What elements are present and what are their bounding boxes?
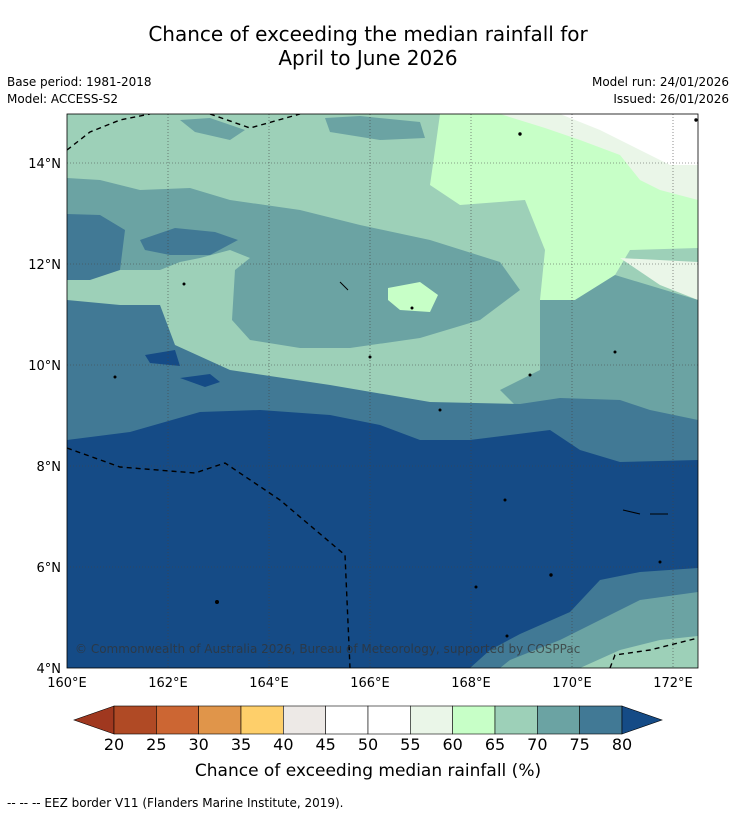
- eez-border: [67, 114, 698, 668]
- lat-label: 4°N: [37, 662, 62, 677]
- eez-legend: -- -- -- EEZ border V11 (Flanders Marine…: [7, 796, 344, 810]
- map-title: Chance of exceeding the median rainfall …: [0, 22, 736, 70]
- colorbar-tick-label: 20: [103, 735, 125, 754]
- lat-label: 12°N: [28, 258, 61, 273]
- lon-label: 164°E: [249, 676, 289, 691]
- lon-label: 168°E: [451, 676, 491, 691]
- zone-c75-west: [67, 214, 125, 280]
- model-name: Model: ACCESS-S2: [7, 92, 119, 106]
- zone-c80-blob: [145, 350, 180, 366]
- zone-c80-blob2: [180, 374, 220, 387]
- zone-c55-east: [620, 258, 698, 300]
- model-run: Model run: 24/01/2026: [591, 75, 729, 89]
- colorbar-swatch: [113, 705, 157, 735]
- meta-left: Base period: 1981-2018 Model: ACCESS-S2: [7, 74, 152, 108]
- meta-right: Model run: 24/01/2026 Issued: 26/01/2026: [592, 74, 729, 108]
- colorbar-tick-label: 25: [146, 735, 167, 754]
- lon-label: 170°E: [552, 676, 592, 691]
- map-frame: [66, 113, 699, 669]
- lat-labels: 14°N 12°N 10°N 8°N 6°N 4°N: [28, 157, 61, 677]
- lon-label: 166°E: [350, 676, 390, 691]
- colorbar-swatch: [410, 705, 453, 735]
- lat-label: 10°N: [28, 359, 61, 374]
- colorbar-tick-label: 55: [400, 735, 421, 754]
- lon-labels: 160°E 162°E 164°E 166°E 168°E 170°E 172°…: [47, 676, 693, 691]
- zone-c60-inner: [388, 282, 438, 312]
- copyright-text: © Commonwealth of Australia 2026, Bureau…: [75, 642, 580, 656]
- map-field: [67, 114, 698, 668]
- islands: [113, 118, 698, 638]
- lon-label: 172°E: [653, 676, 693, 691]
- zone-c75-blob: [140, 228, 238, 255]
- colorbar-swatch: [494, 705, 538, 735]
- zone-c65-north: [180, 118, 245, 140]
- zone-c70-east: [500, 275, 698, 420]
- title-line-1: Chance of exceeding the median rainfall …: [148, 22, 588, 46]
- lat-label: 6°N: [37, 561, 62, 576]
- colorbar-over-arrow: [621, 705, 663, 735]
- graticule: [67, 114, 698, 668]
- issued-date: Issued: 26/01/2026: [613, 92, 729, 106]
- colorbar-tick-label: 50: [357, 735, 379, 754]
- colorbar-tick-label: 65: [484, 735, 506, 754]
- zone-c70-north: [325, 116, 425, 140]
- base-period: Base period: 1981-2018: [7, 75, 152, 89]
- zone-c50: [560, 114, 698, 165]
- colorbar-swatch: [367, 705, 411, 735]
- lon-label: 162°E: [148, 676, 188, 691]
- lon-label: 160°E: [47, 676, 87, 691]
- colorbar-swatch: [325, 705, 369, 735]
- zone-c80: [67, 410, 698, 668]
- colorbar-tick-label: 80: [611, 735, 633, 754]
- colorbar-tick-label: 40: [273, 735, 294, 754]
- colorbar-swatch: [452, 705, 496, 735]
- colorbar-swatch: [537, 705, 580, 735]
- colorbar-tick-label: 45: [315, 735, 336, 754]
- colorbar-swatch: [240, 705, 284, 735]
- colorbar-tick-label: 75: [569, 735, 590, 754]
- title-line-2: April to June 2026: [278, 46, 458, 70]
- colorbar-swatch: [579, 705, 623, 735]
- colorbar-title: Chance of exceeding median rainfall (%): [194, 761, 542, 781]
- colorbar-tick-label: 30: [188, 735, 209, 754]
- colorbar-tick-label: 70: [527, 735, 548, 754]
- lat-label: 8°N: [37, 460, 62, 475]
- colorbar-swatch: [198, 705, 242, 735]
- colorbar: [73, 705, 663, 735]
- lat-label: 14°N: [28, 157, 61, 172]
- colorbar-under-arrow: [73, 705, 115, 735]
- colorbar-swatch: [156, 705, 199, 735]
- colorbar-swatch: [283, 705, 326, 735]
- colorbar-tick-label: 35: [230, 735, 252, 754]
- colorbar-tick-label: 60: [442, 735, 463, 754]
